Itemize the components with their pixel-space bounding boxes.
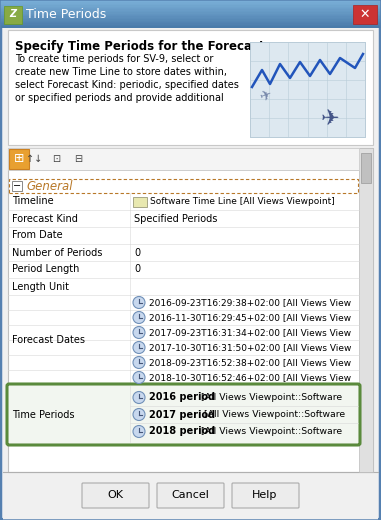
Bar xyxy=(361,153,371,183)
Bar xyxy=(0,9,381,11)
Circle shape xyxy=(133,357,145,369)
Bar xyxy=(0,26,381,28)
Circle shape xyxy=(133,327,145,339)
Bar xyxy=(9,179,358,193)
Text: 2017-10-30T16:31:50+02:00 [All Views View: 2017-10-30T16:31:50+02:00 [All Views Vie… xyxy=(149,343,351,352)
Text: Forecast Dates: Forecast Dates xyxy=(12,335,85,345)
Circle shape xyxy=(133,342,145,354)
Text: Time Periods: Time Periods xyxy=(12,410,75,420)
Circle shape xyxy=(133,392,145,404)
Circle shape xyxy=(133,425,145,437)
Text: 2016-11-30T16:29:45+02:00 [All Views View: 2016-11-30T16:29:45+02:00 [All Views Vie… xyxy=(149,313,351,322)
Text: 2016-09-23T16:29:38+02:00 [All Views View: 2016-09-23T16:29:38+02:00 [All Views Vie… xyxy=(149,298,351,307)
Bar xyxy=(133,197,147,207)
Circle shape xyxy=(133,409,145,421)
FancyBboxPatch shape xyxy=(7,384,360,445)
Bar xyxy=(0,20,381,22)
Text: [All Views Viewpoint::Software: [All Views Viewpoint::Software xyxy=(199,410,346,419)
Text: ↑↓: ↑↓ xyxy=(26,154,42,164)
Text: Timeline: Timeline xyxy=(12,197,54,206)
Bar xyxy=(0,18,381,20)
Bar xyxy=(359,148,373,472)
Bar xyxy=(0,24,381,27)
Text: Period Length: Period Length xyxy=(12,265,79,275)
FancyBboxPatch shape xyxy=(157,483,224,508)
Text: 2017 period: 2017 period xyxy=(149,410,215,420)
Text: [All Views Viewpoint::Software: [All Views Viewpoint::Software xyxy=(199,427,343,436)
Text: ✈: ✈ xyxy=(321,109,339,129)
Text: Length Unit: Length Unit xyxy=(12,281,69,292)
Bar xyxy=(12,181,22,191)
Text: or specified periods and provide additional: or specified periods and provide additio… xyxy=(15,93,224,103)
Bar xyxy=(4,6,22,24)
Text: Specify Time Periods for the Forecast: Specify Time Periods for the Forecast xyxy=(15,40,265,53)
Bar xyxy=(0,8,381,10)
FancyBboxPatch shape xyxy=(82,483,149,508)
Bar xyxy=(0,2,381,4)
Bar xyxy=(0,14,381,16)
Bar xyxy=(8,148,359,170)
Text: ⊟: ⊟ xyxy=(74,154,82,164)
Text: 0: 0 xyxy=(134,248,140,257)
Text: 2018 period: 2018 period xyxy=(149,426,215,436)
Text: Software Time Line [All Views Viewpoint]: Software Time Line [All Views Viewpoint] xyxy=(150,197,335,206)
Text: 0: 0 xyxy=(134,265,140,275)
Text: create new Time Line to store dates within,: create new Time Line to store dates with… xyxy=(15,67,227,77)
Bar xyxy=(0,23,381,25)
Text: Z: Z xyxy=(10,9,16,19)
Text: Cancel: Cancel xyxy=(171,490,209,500)
Bar xyxy=(250,42,365,137)
Text: To create time periods for SV-9, select or: To create time periods for SV-9, select … xyxy=(15,54,213,64)
Text: Number of Periods: Number of Periods xyxy=(12,248,102,257)
Text: −: − xyxy=(13,181,21,191)
Circle shape xyxy=(133,371,145,384)
Bar xyxy=(0,16,381,18)
Text: ✕: ✕ xyxy=(360,7,370,20)
Bar xyxy=(0,15,381,17)
Bar xyxy=(8,30,373,145)
Text: Time Periods: Time Periods xyxy=(26,7,106,20)
Bar xyxy=(0,12,381,14)
Text: 2017-09-23T16:31:34+02:00 [All Views View: 2017-09-23T16:31:34+02:00 [All Views Vie… xyxy=(149,328,351,337)
Bar xyxy=(0,19,381,21)
Text: General: General xyxy=(26,179,72,192)
Text: ⊡: ⊡ xyxy=(52,154,60,164)
Text: Specified Periods: Specified Periods xyxy=(134,214,218,224)
Text: select Forecast Kind: periodic, specified dates: select Forecast Kind: periodic, specifie… xyxy=(15,80,239,90)
Text: 2018-09-23T16:52:38+02:00 [All Views View: 2018-09-23T16:52:38+02:00 [All Views Vie… xyxy=(149,358,351,367)
FancyBboxPatch shape xyxy=(232,483,299,508)
Bar xyxy=(8,148,373,472)
Circle shape xyxy=(133,311,145,323)
Text: Forecast Kind: Forecast Kind xyxy=(12,214,78,224)
Bar xyxy=(0,22,381,24)
Bar xyxy=(0,4,381,6)
Circle shape xyxy=(133,296,145,308)
Bar xyxy=(0,11,381,12)
Bar xyxy=(353,5,377,24)
Bar xyxy=(0,6,381,8)
Bar xyxy=(0,1,381,3)
Bar xyxy=(9,149,29,169)
Bar xyxy=(0,5,381,7)
Text: Help: Help xyxy=(252,490,278,500)
Text: 2016 period: 2016 period xyxy=(149,393,215,402)
Bar xyxy=(0,0,381,2)
Text: [All Views Viewpoint::Software: [All Views Viewpoint::Software xyxy=(199,393,343,402)
Text: 2018-10-30T16:52:46+02:00 [All Views View: 2018-10-30T16:52:46+02:00 [All Views Vie… xyxy=(149,373,351,382)
Text: OK: OK xyxy=(107,490,123,500)
Text: From Date: From Date xyxy=(12,230,62,240)
Text: ✈: ✈ xyxy=(257,86,273,103)
Text: ⊞: ⊞ xyxy=(14,152,24,165)
